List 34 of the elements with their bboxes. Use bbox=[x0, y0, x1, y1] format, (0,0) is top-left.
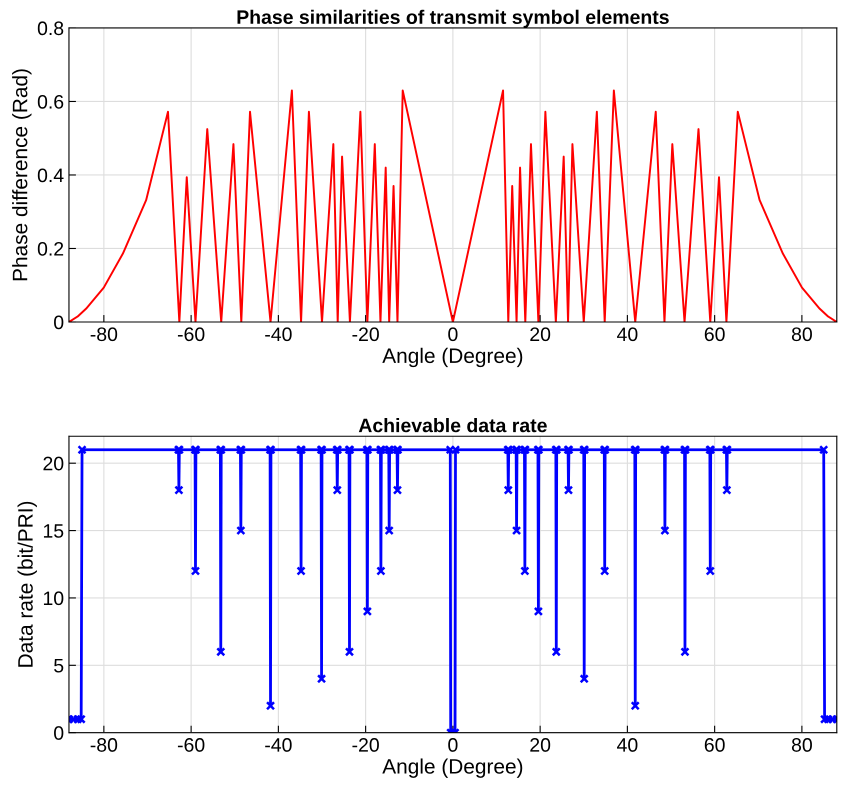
x-tick-label: 80 bbox=[792, 327, 812, 342]
x-axis-title: Angle (Degree) bbox=[382, 348, 522, 368]
x-tick-label: -60 bbox=[178, 327, 204, 342]
x-tick-label: -80 bbox=[90, 738, 118, 752]
y-tick-label: 0.4 bbox=[38, 168, 64, 182]
x-tick-label: 20 bbox=[530, 738, 550, 752]
x-tick-label: -40 bbox=[265, 327, 292, 342]
chart-title: Phase similarities of transmit symbol elements bbox=[238, 10, 669, 28]
x-tick-label: 60 bbox=[704, 327, 725, 342]
x-tick-label: -40 bbox=[265, 738, 292, 752]
x-tick-label: -20 bbox=[352, 327, 379, 342]
chart-title: Achievable data rate bbox=[358, 418, 547, 432]
x-tick-label: 0 bbox=[448, 327, 458, 342]
y-tick-label: 20 bbox=[43, 456, 64, 470]
x-tick-label: 60 bbox=[704, 738, 725, 752]
y-axis-title: Data rate (bit/PRI) bbox=[18, 502, 37, 667]
y-tick-label: 15 bbox=[44, 524, 64, 538]
y-tick-label: 5 bbox=[54, 658, 64, 673]
y-tick-label: 0.2 bbox=[38, 242, 64, 256]
x-tick-label: 80 bbox=[792, 738, 812, 752]
y-tick-label: 0 bbox=[54, 315, 64, 330]
y-tick-label: 10 bbox=[44, 591, 64, 606]
y-tick-label: 0.8 bbox=[38, 21, 64, 36]
x-tick-label: 40 bbox=[617, 738, 638, 752]
x-tick-label: 40 bbox=[617, 327, 638, 342]
x-axis-title: Angle (Degree) bbox=[382, 758, 522, 778]
x-tick-label: -20 bbox=[352, 738, 379, 752]
y-tick-label: 0.6 bbox=[38, 94, 64, 109]
x-tick-label: -60 bbox=[178, 738, 204, 752]
x-tick-label: 20 bbox=[530, 327, 550, 342]
y-tick-label: 0 bbox=[54, 726, 64, 740]
x-tick-label: 0 bbox=[448, 738, 458, 752]
y-axis-title: Phase difference (Rad) bbox=[12, 69, 32, 280]
x-tick-label: -80 bbox=[90, 327, 118, 342]
